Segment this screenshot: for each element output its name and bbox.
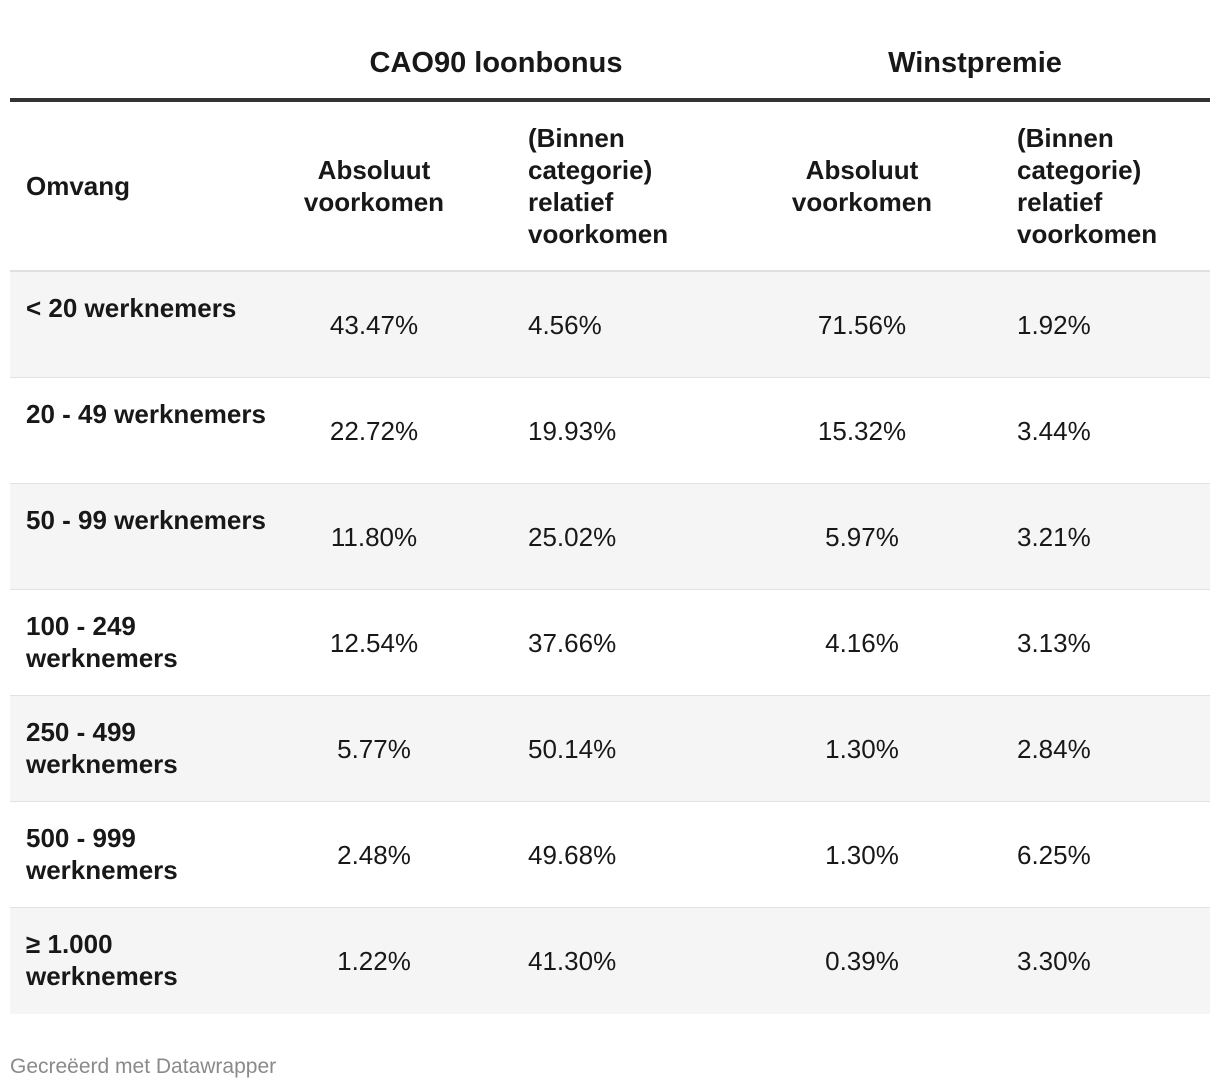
cell-relatief-cao90: 41.30%	[528, 946, 617, 976]
group-header-row: CAO90 loonbonus Winstpremie	[10, 0, 1210, 102]
cell-relatief-winstpremie: 3.30%	[1017, 946, 1091, 976]
table-row: 500 - 999 werknemers 2.48% 49.68% 1.30% …	[10, 802, 1210, 908]
table-row: 100 - 249 werknemers 12.54% 37.66% 4.16%…	[10, 590, 1210, 696]
table-row: 250 - 499 werknemers 5.77% 50.14% 1.30% …	[10, 696, 1210, 802]
cell-absoluut-winstpremie: 5.97%	[825, 522, 899, 552]
column-header-row: Omvang Absoluut voorkomen (Binnen catego…	[10, 102, 1210, 272]
footer-credit: Gecreëerd met Datawrapper	[10, 1055, 277, 1078]
column-header-relatief-winstpremie: (Binnen categorie) relatief voorkomen	[1017, 123, 1158, 249]
cell-relatief-winstpremie: 3.13%	[1017, 628, 1091, 658]
cell-absoluut-cao90: 22.72%	[329, 416, 419, 446]
cell-relatief-winstpremie: 2.84%	[1017, 734, 1091, 764]
cell-absoluut-cao90: 12.54%	[329, 628, 419, 658]
table-row: 50 - 99 werknemers 11.80% 25.02% 5.97% 3…	[10, 484, 1210, 590]
cell-absoluut-winstpremie: 1.30%	[825, 840, 899, 870]
cell-absoluut-winstpremie: 71.56%	[817, 310, 907, 340]
cell-relatief-cao90: 37.66%	[528, 628, 617, 658]
cell-relatief-winstpremie: 3.44%	[1017, 416, 1091, 446]
table-row: ≥ 1.000 werknemers 1.22% 41.30% 0.39% 3.…	[10, 908, 1210, 1014]
table-row: < 20 werknemers 43.47% 4.56% 71.56% 1.92…	[10, 272, 1210, 378]
column-header-absoluut-winstpremie: Absoluut voorkomen	[791, 155, 933, 217]
cell-relatief-cao90: 19.93%	[528, 416, 617, 446]
cell-absoluut-cao90: 5.77%	[337, 734, 411, 764]
cell-absoluut-cao90: 11.80%	[330, 522, 418, 552]
cell-relatief-winstpremie: 3.21%	[1017, 522, 1091, 552]
row-label: ≥ 1.000 werknemers	[26, 929, 178, 991]
cell-relatief-cao90: 25.02%	[528, 522, 617, 552]
column-header-relatief-cao90: (Binnen categorie) relatief voorkomen	[528, 123, 669, 249]
cell-absoluut-cao90: 1.22%	[337, 946, 411, 976]
data-table: CAO90 loonbonus Winstpremie Omvang Absol…	[10, 0, 1210, 1014]
row-label: 50 - 99 werknemers	[26, 505, 266, 535]
cell-absoluut-cao90: 2.48%	[337, 840, 411, 870]
row-label: < 20 werknemers	[26, 293, 237, 323]
row-label: 500 - 999 werknemers	[26, 823, 178, 885]
cell-absoluut-winstpremie: 15.32%	[817, 416, 907, 446]
column-header-omvang: Omvang	[26, 171, 131, 201]
row-label: 100 - 249 werknemers	[26, 611, 178, 673]
row-label: 20 - 49 werknemers	[26, 399, 266, 429]
cell-absoluut-winstpremie: 0.39%	[825, 946, 899, 976]
cell-absoluut-cao90: 43.47%	[329, 310, 419, 340]
cell-absoluut-winstpremie: 4.16%	[825, 628, 899, 658]
table-body: < 20 werknemers 43.47% 4.56% 71.56% 1.92…	[10, 272, 1210, 1014]
cell-absoluut-winstpremie: 1.30%	[825, 734, 899, 764]
group-header-winstpremie: Winstpremie	[888, 47, 1062, 79]
cell-relatief-winstpremie: 6.25%	[1017, 840, 1091, 870]
column-header-absoluut-cao90: Absoluut voorkomen	[303, 155, 445, 217]
group-header-cao90: CAO90 loonbonus	[369, 47, 623, 79]
cell-relatief-cao90: 49.68%	[528, 840, 617, 870]
cell-relatief-cao90: 4.56%	[528, 310, 602, 340]
cell-relatief-cao90: 50.14%	[528, 734, 617, 764]
cell-relatief-winstpremie: 1.92%	[1017, 310, 1091, 340]
table-row: 20 - 49 werknemers 22.72% 19.93% 15.32% …	[10, 378, 1210, 484]
row-label: 250 - 499 werknemers	[26, 717, 178, 779]
